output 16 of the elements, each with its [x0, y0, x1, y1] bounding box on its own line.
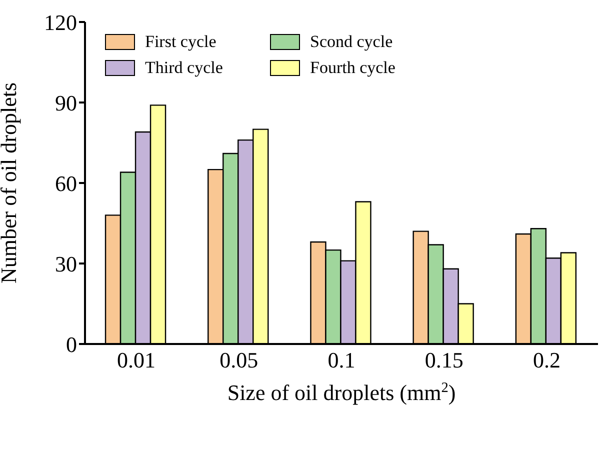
y-tick-label: 60 — [55, 170, 77, 196]
x-tick-label: 0.2 — [532, 348, 560, 373]
y-tick-label: 30 — [55, 251, 77, 276]
y-tick-label: 120 — [44, 10, 77, 35]
y-tick-label: 0 — [66, 332, 77, 357]
x-tick-label: 0.05 — [220, 348, 258, 373]
legend-label: Third cycle — [145, 58, 223, 78]
x-axis-title: Size of oil droplets (mm$^{2}$) — [227, 380, 456, 405]
x-tick-label: 0.1 — [328, 348, 356, 373]
y-axis-title: Number of oil droplets — [0, 82, 21, 284]
x-tick-label: 0.01 — [117, 348, 156, 373]
y-tick-label: 90 — [55, 90, 77, 116]
x-tick-label: 0.15 — [424, 348, 464, 373]
legend-label: Fourth cycle — [310, 58, 396, 78]
legend-label: Scond cycle — [310, 32, 393, 52]
legend-label: First cycle — [145, 32, 216, 52]
